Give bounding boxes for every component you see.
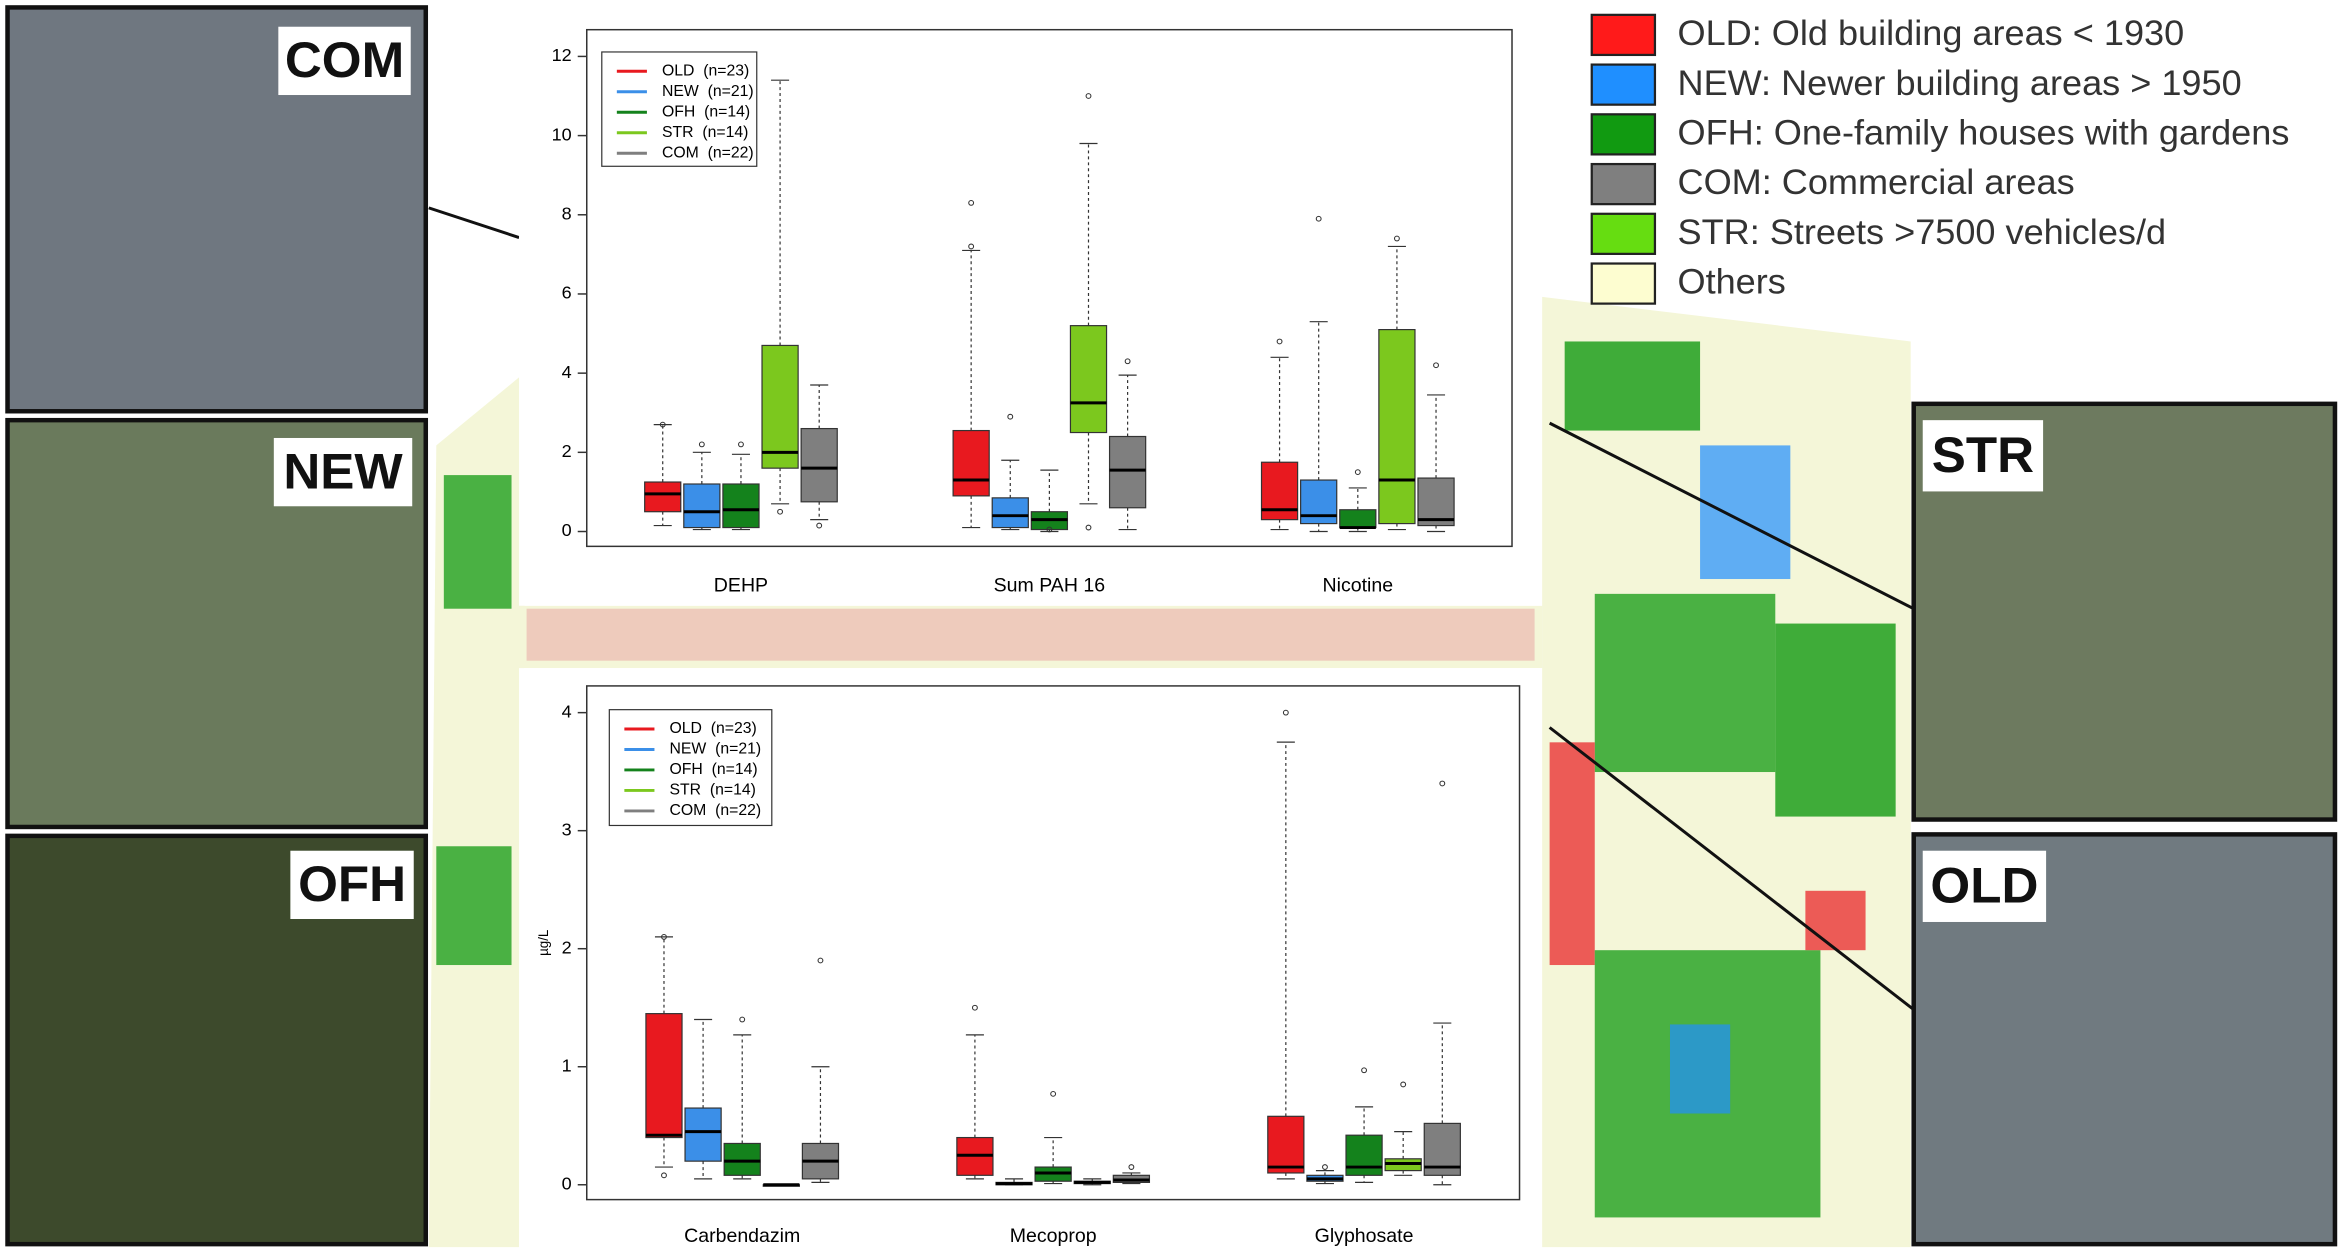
legend-label: COM (n=22) bbox=[662, 144, 754, 161]
legend-label: OFH: One-family houses with gardens bbox=[1678, 113, 2290, 153]
y-tick-label: 4 bbox=[562, 701, 572, 721]
box-body bbox=[724, 1143, 760, 1175]
figure: COMNEWOFHSTROLD 024681012DEHPSum PAH 16N… bbox=[0, 0, 2347, 1259]
legend-swatch bbox=[1592, 214, 1655, 254]
x-tick-label: DEHP bbox=[714, 575, 768, 597]
legend-swatch bbox=[1592, 114, 1655, 154]
legend-label: NEW (n=21) bbox=[662, 83, 754, 100]
y-tick-label: 2 bbox=[562, 441, 572, 461]
x-tick-label: Nicotine bbox=[1323, 575, 1394, 597]
box-body bbox=[685, 1108, 721, 1161]
box-body bbox=[684, 484, 720, 528]
legend-label: NEW: Newer building areas > 1950 bbox=[1678, 63, 2242, 103]
box-body bbox=[1268, 1116, 1304, 1173]
y-tick-label: 12 bbox=[552, 45, 572, 65]
legend-label: OLD (n=23) bbox=[662, 62, 749, 79]
box-body bbox=[1379, 330, 1415, 524]
box-body bbox=[645, 482, 681, 512]
y-tick-label: 1 bbox=[562, 1056, 572, 1076]
box-body bbox=[1346, 1135, 1382, 1175]
box-body bbox=[1070, 326, 1106, 433]
box-body bbox=[1110, 436, 1146, 507]
box-body bbox=[762, 345, 798, 468]
y-tick-label: 8 bbox=[562, 204, 572, 224]
legend-label: OLD (n=23) bbox=[669, 720, 756, 737]
photo-label: OLD bbox=[1930, 857, 2038, 914]
y-tick-label: 0 bbox=[562, 520, 572, 540]
y-axis-label: µg/L bbox=[536, 929, 551, 956]
box-body bbox=[646, 1014, 682, 1138]
legend-swatch bbox=[1592, 264, 1655, 304]
legend-label: Others bbox=[1678, 262, 1786, 302]
box bbox=[763, 1185, 799, 1186]
legend-label: STR (n=14) bbox=[662, 124, 748, 141]
photo-label: STR bbox=[1932, 426, 2034, 483]
box-body bbox=[723, 484, 759, 528]
box-body bbox=[992, 498, 1028, 528]
page: {"chart_data": [ {"type": "box", "ylim":… bbox=[0, 0, 2347, 1259]
y-tick-label: 6 bbox=[562, 283, 572, 303]
box-body bbox=[801, 429, 837, 502]
photo-label: OFH bbox=[298, 855, 406, 912]
legend-label: COM (n=22) bbox=[669, 802, 761, 819]
legend-label: OFH (n=14) bbox=[669, 761, 757, 778]
legend-label: OLD: Old building areas < 1930 bbox=[1678, 13, 2185, 53]
legend-swatch bbox=[1592, 65, 1655, 105]
box-body bbox=[953, 431, 989, 496]
photo-label: NEW bbox=[283, 443, 402, 500]
legend-label: NEW (n=21) bbox=[669, 741, 761, 758]
y-tick-label: 4 bbox=[562, 362, 572, 382]
x-tick-label: Glyphosate bbox=[1315, 1225, 1414, 1247]
legend-label: STR (n=14) bbox=[669, 782, 755, 799]
x-tick-label: Sum PAH 16 bbox=[994, 575, 1105, 597]
legend-swatch bbox=[1592, 15, 1655, 55]
y-tick-label: 3 bbox=[562, 819, 572, 839]
photo-label: COM bbox=[285, 31, 404, 88]
y-tick-label: 10 bbox=[552, 124, 572, 144]
x-tick-label: Mecoprop bbox=[1010, 1225, 1097, 1247]
legend-label: COM: Commercial areas bbox=[1678, 162, 2075, 202]
y-tick-label: 0 bbox=[562, 1174, 572, 1194]
x-tick-label: Carbendazim bbox=[684, 1225, 800, 1247]
legend-swatch bbox=[1592, 164, 1655, 204]
box-body bbox=[1340, 510, 1376, 528]
legend-label: STR: Streets >7500 vehicles/d bbox=[1678, 212, 2167, 252]
y-tick-label: 2 bbox=[562, 938, 572, 958]
legend-label: OFH (n=14) bbox=[662, 103, 750, 120]
